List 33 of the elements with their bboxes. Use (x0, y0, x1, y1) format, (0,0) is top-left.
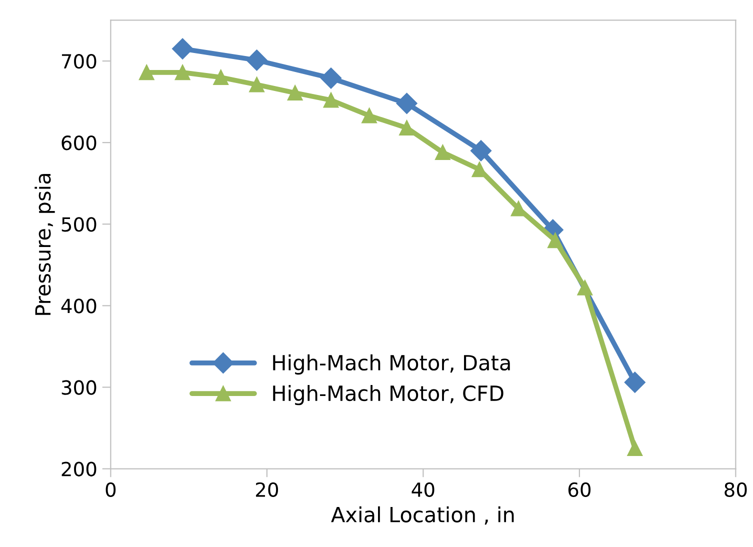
x-tick-label: 20 (256, 482, 278, 498)
point (323, 92, 339, 108)
point (320, 68, 342, 89)
point (249, 77, 264, 92)
point (172, 38, 194, 60)
x-tick-label: 60 (568, 482, 591, 498)
y-tick-label: 700 (62, 54, 96, 69)
point (362, 108, 377, 124)
y-tick-label: 600 (62, 136, 96, 150)
point (287, 85, 303, 100)
point (138, 64, 154, 80)
y-tick-label: 200 (62, 462, 96, 476)
y-tick-label: 500 (62, 217, 96, 232)
x-tick-label: 0 (106, 482, 116, 498)
point (213, 70, 228, 85)
x-tick-label: 40 (412, 482, 434, 498)
point (627, 440, 643, 456)
y-tick-label: 400 (61, 298, 96, 314)
point (435, 144, 450, 160)
y-tick-label: 300 (62, 380, 96, 395)
point (577, 280, 593, 296)
point (174, 64, 190, 80)
point (470, 140, 492, 162)
point (548, 232, 563, 248)
point (396, 92, 418, 114)
legend-label: High-Mach Motor, Data (273, 354, 510, 375)
x-axis-title: Axial Location , in (331, 506, 514, 525)
point (624, 372, 646, 393)
point (399, 120, 414, 136)
point (246, 50, 268, 71)
y-axis-title: Pressure, psia (34, 174, 55, 315)
x-tick-label: 80 (724, 482, 747, 498)
legend-label: High-Mach Motor, CFD (273, 385, 504, 406)
